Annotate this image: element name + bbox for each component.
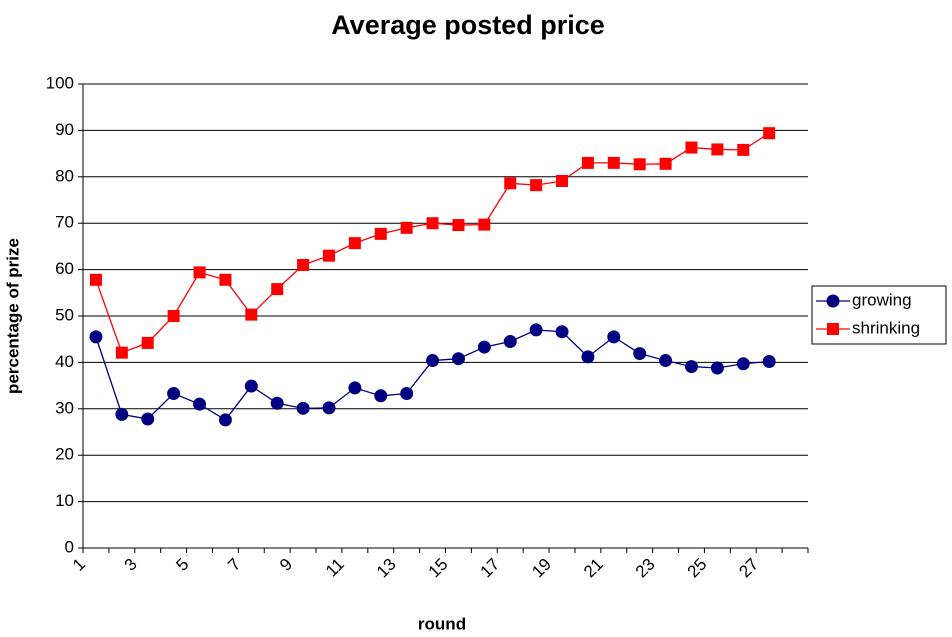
data-point-growing [115,407,129,421]
data-point-shrinking [89,273,102,286]
data-point-growing [167,386,181,400]
gridlines [83,83,808,503]
data-point-shrinking [530,179,543,192]
data-point-shrinking [633,158,646,171]
data-point-shrinking [685,141,698,154]
data-point-shrinking [141,336,154,349]
data-point-growing [296,401,310,415]
x-tick-label: 15 [425,555,452,582]
x-tick-label: 1 [69,555,89,575]
x-tick-labels: 1 3 5 7 9 11 13 15 17 19 21 23 25 27 [69,555,762,582]
data-point-growing [555,325,569,339]
data-point-shrinking [322,249,335,262]
data-point-growing [244,379,258,393]
data-point-shrinking [348,237,361,250]
x-axis-title: round [418,614,466,633]
data-point-shrinking [297,258,310,271]
y-axis-title: percentage of prize [3,238,22,394]
data-point-growing [659,354,673,368]
y-tick-label: 60 [55,259,74,278]
x-tick-label: 17 [476,555,503,582]
data-point-shrinking [478,218,491,231]
y-tick-labels: 0 10 20 30 40 50 60 70 80 90 100 [46,73,74,556]
axes [78,83,809,553]
y-tick-label: 30 [55,398,74,417]
data-series [89,127,776,427]
y-tick-label: 0 [65,537,74,556]
data-point-growing [581,350,595,364]
data-point-shrinking [504,177,517,190]
data-point-growing [607,330,621,344]
x-tick-label: 21 [580,555,607,582]
y-tick-label: 100 [46,73,74,92]
data-point-growing [141,412,155,426]
legend-marker-growing [826,294,840,308]
data-point-shrinking [452,219,465,232]
x-tick-label: 5 [172,555,192,575]
legend-label-growing: growing [852,290,912,309]
x-tick-label: 13 [373,555,400,582]
y-tick-label: 70 [55,213,74,232]
x-tick-label: 23 [632,555,659,582]
x-tick-label: 3 [121,555,141,575]
data-point-shrinking [193,266,206,279]
x-tick-label: 27 [735,555,762,582]
data-point-growing [322,401,336,415]
data-point-shrinking [167,310,180,322]
data-point-growing [400,386,414,400]
data-point-shrinking [556,174,569,187]
chart-title: Average posted price [331,10,605,40]
data-point-growing [633,347,647,361]
x-tick-label: 7 [224,555,244,575]
data-point-shrinking [711,143,724,156]
x-tick-label: 25 [684,555,711,582]
data-point-growing [451,352,465,366]
legend-marker-shrinking [827,323,839,335]
y-tick-label: 50 [55,305,74,324]
y-tick-label: 40 [55,352,74,371]
data-point-growing [503,335,517,349]
data-point-growing [193,397,207,411]
data-point-shrinking [737,143,750,156]
series-growing [89,323,776,427]
data-point-shrinking [115,346,128,359]
data-point-growing [426,354,440,368]
data-point-shrinking [219,273,232,286]
y-tick-label: 20 [55,445,74,464]
data-point-growing [762,354,776,368]
data-point-growing [374,389,388,403]
legend: growing shrinking [811,285,947,345]
data-point-growing [477,340,491,354]
x-tick-label: 9 [276,555,296,575]
series-shrinking [89,127,776,359]
data-point-shrinking [581,156,594,169]
legend-label-shrinking: shrinking [852,318,920,337]
data-point-shrinking [607,156,620,169]
data-point-growing [348,381,362,395]
data-point-growing [710,361,724,375]
y-tick-label: 90 [55,120,74,139]
data-point-growing [89,330,103,344]
x-tick-label: 11 [322,555,348,581]
data-point-shrinking [763,127,776,140]
data-point-growing [684,360,698,374]
y-tick-label: 80 [55,166,74,185]
y-tick-label: 10 [55,491,74,510]
data-point-growing [270,396,284,410]
data-point-shrinking [400,221,413,234]
x-tick-label: 19 [528,555,555,582]
data-point-shrinking [426,217,439,230]
data-point-shrinking [374,227,387,240]
data-point-growing [529,323,543,337]
data-point-shrinking [271,283,284,296]
data-point-shrinking [245,308,258,321]
data-point-growing [736,357,750,371]
data-point-growing [218,413,232,427]
data-point-shrinking [659,157,672,170]
